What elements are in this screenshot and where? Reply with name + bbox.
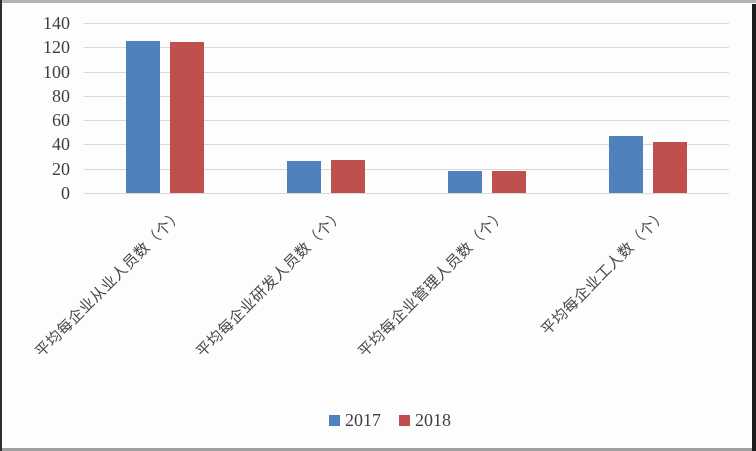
category-slot [407, 23, 568, 193]
plot-area [84, 23, 729, 194]
gridline [84, 193, 729, 194]
y-axis-tick-labels: 0 20 40 60 80 100 120 140 [0, 0, 70, 220]
bar-2017-cat3 [448, 171, 483, 193]
legend: 2017 2018 [0, 410, 756, 430]
bar-2017-cat4 [609, 135, 644, 193]
y-axis-tick-label: 0 [61, 183, 70, 203]
bars-layer [84, 23, 729, 193]
bar-2018-cat4 [653, 142, 688, 193]
y-axis-tick-label: 20 [52, 158, 70, 179]
bar-2017-cat1 [125, 41, 160, 193]
screenshot-bottom-edge [0, 448, 756, 451]
gridline [84, 71, 729, 73]
screenshot-left-edge [0, 0, 2, 451]
bar-2018-cat3 [492, 171, 527, 193]
gridline [84, 95, 729, 97]
gridline [84, 144, 729, 146]
legend-label: 2017 [345, 410, 381, 430]
screenshot-top-edge [0, 0, 756, 3]
gridline [84, 47, 729, 49]
screenshot-right-edge [752, 4, 756, 451]
legend-swatch-icon [329, 414, 340, 426]
legend-label: 2018 [415, 410, 451, 430]
y-axis-tick-label: 60 [52, 110, 70, 131]
bar-2018-cat1 [169, 42, 204, 193]
y-axis-tick-label: 40 [52, 134, 70, 155]
gridline [84, 168, 729, 170]
category-slot [84, 23, 245, 193]
gridline [84, 23, 729, 24]
category-slot [568, 23, 729, 193]
x-category-label: 平均每企业工人数（个） [538, 206, 671, 339]
gridline [84, 120, 729, 122]
legend-item-2017: 2017 [329, 410, 381, 430]
bar-2017-cat2 [286, 161, 321, 193]
y-axis-tick-label: 100 [43, 61, 70, 82]
x-category-label: 平均每企业从业人员数（个） [32, 206, 187, 361]
bar-2018-cat2 [330, 160, 365, 193]
category-slot [245, 23, 406, 193]
x-category-label: 平均每企业研发人员数（个） [194, 206, 349, 361]
x-category-label: 平均每企业管理人员数（个） [355, 206, 510, 361]
y-axis-tick-label: 120 [43, 37, 70, 58]
y-axis-tick-label: 80 [52, 85, 70, 106]
y-axis-tick-label: 140 [43, 13, 70, 33]
legend-swatch-icon [399, 414, 410, 426]
legend-item-2018: 2018 [399, 410, 451, 430]
